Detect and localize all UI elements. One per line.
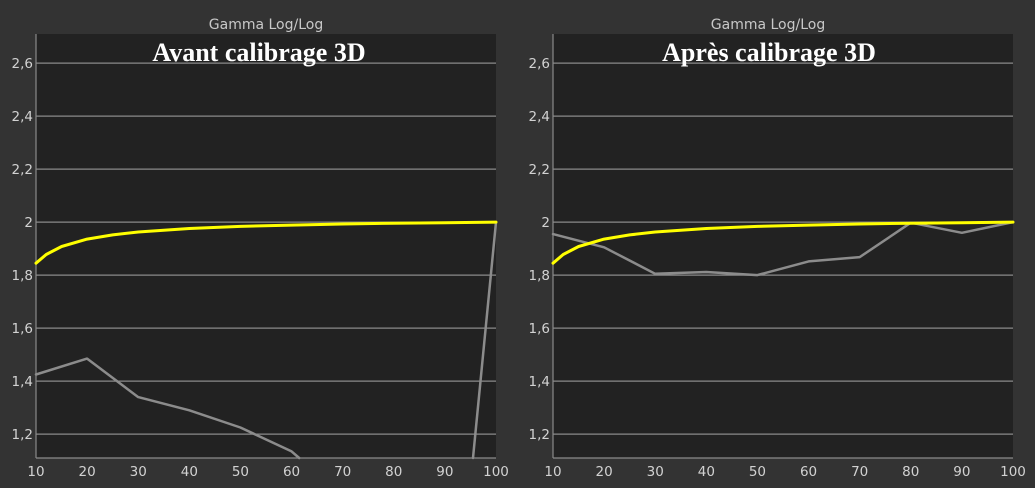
chart-after-y-tick-label-4: 2 — [541, 215, 550, 231]
chart-after-series — [551, 220, 1015, 277]
chart-before-x-tick-label-3: 40 — [181, 464, 198, 480]
chart-before-tick-labels: 1,2 1,4 1,6 1,8 2 2,2 2,4 2,6 10 20 30 40 50 60 70 80 90… — [12, 56, 509, 480]
chart-after-x-tick-label-8: 90 — [953, 464, 970, 480]
chart-after-heading: Gamma Log/Log — [711, 17, 825, 33]
chart-after-y-tick-label-7: 2,6 — [529, 56, 550, 72]
chart-after-x-tick-label-2: 30 — [647, 464, 664, 480]
chart-after-y-tick-label-2: 1,6 — [529, 321, 550, 337]
chart-before-overlay-title: Avant calibrage 3D — [152, 38, 365, 67]
chart-before-x-tick-label-0: 10 — [27, 464, 44, 480]
chart-before: Gamma Log/Log 1,2 1,4 1,6 1,8 2 2,2 2,4 2,6 10 20… — [12, 17, 509, 480]
chart-before-y-tick-label-0: 1,2 — [12, 427, 33, 443]
chart-before-x-tick-label-6: 70 — [334, 464, 351, 480]
chart-before-measured-line-0 — [34, 357, 301, 460]
chart-before-x-tick-label-9: 100 — [483, 464, 509, 480]
chart-before-y-tick-label-6: 2,4 — [12, 109, 33, 125]
chart-after-measured-line-0 — [551, 220, 1015, 277]
chart-after-y-tick-label-3: 1,8 — [529, 268, 550, 284]
chart-after-x-tick-label-4: 50 — [749, 464, 766, 480]
chart-after: Gamma Log/Log 1,2 1,4 1,6 1,8 2 2,2 2,4 2,6 10 20… — [529, 17, 1026, 480]
chart-before-x-tick-label-8: 90 — [436, 464, 453, 480]
chart-before-reference-line-2 — [34, 220, 498, 265]
chart-before-y-tick-label-3: 1,8 — [12, 268, 33, 284]
chart-after-reference-line-1 — [551, 220, 1015, 265]
chart-after-y-tick-label-5: 2,2 — [529, 162, 550, 178]
chart-after-y-tick-label-0: 1,2 — [529, 427, 550, 443]
chart-after-y-tick-label-6: 2,4 — [529, 109, 550, 125]
chart-before-x-tick-label-5: 60 — [283, 464, 300, 480]
chart-before-x-tick-label-7: 80 — [385, 464, 402, 480]
chart-before-x-tick-label-2: 30 — [130, 464, 147, 480]
chart-after-tick-labels: 1,2 1,4 1,6 1,8 2 2,2 2,4 2,6 10 20 30 40 50 60 70 80 90… — [529, 56, 1026, 480]
chart-after-x-tick-label-3: 40 — [698, 464, 715, 480]
chart-after-x-tick-label-1: 20 — [596, 464, 613, 480]
chart-after-x-tick-label-5: 60 — [800, 464, 817, 480]
chart-before-series — [34, 220, 498, 460]
chart-before-x-tick-label-4: 50 — [232, 464, 249, 480]
chart-before-y-tick-label-5: 2,2 — [12, 162, 33, 178]
chart-before-measured-line-1 — [471, 220, 498, 460]
chart-before-plot-area — [36, 34, 496, 458]
chart-after-plot-area — [553, 34, 1013, 458]
chart-after-x-tick-label-0: 10 — [544, 464, 561, 480]
chart-after-x-tick-label-7: 80 — [902, 464, 919, 480]
chart-before-y-tick-label-4: 2 — [24, 215, 33, 231]
chart-before-y-tick-label-1: 1,4 — [12, 374, 33, 390]
chart-before-y-tick-label-2: 1,6 — [12, 321, 33, 337]
chart-before-x-tick-label-1: 20 — [79, 464, 96, 480]
chart-after-y-tick-label-1: 1,4 — [529, 374, 550, 390]
chart-after-x-tick-label-6: 70 — [851, 464, 868, 480]
chart-before-y-tick-label-7: 2,6 — [12, 56, 33, 72]
chart-after-x-tick-label-9: 100 — [1000, 464, 1026, 480]
chart-before-gridlines — [35, 34, 496, 459]
chart-after-overlay-title: Après calibrage 3D — [662, 38, 876, 67]
chart-before-heading: Gamma Log/Log — [209, 17, 323, 33]
